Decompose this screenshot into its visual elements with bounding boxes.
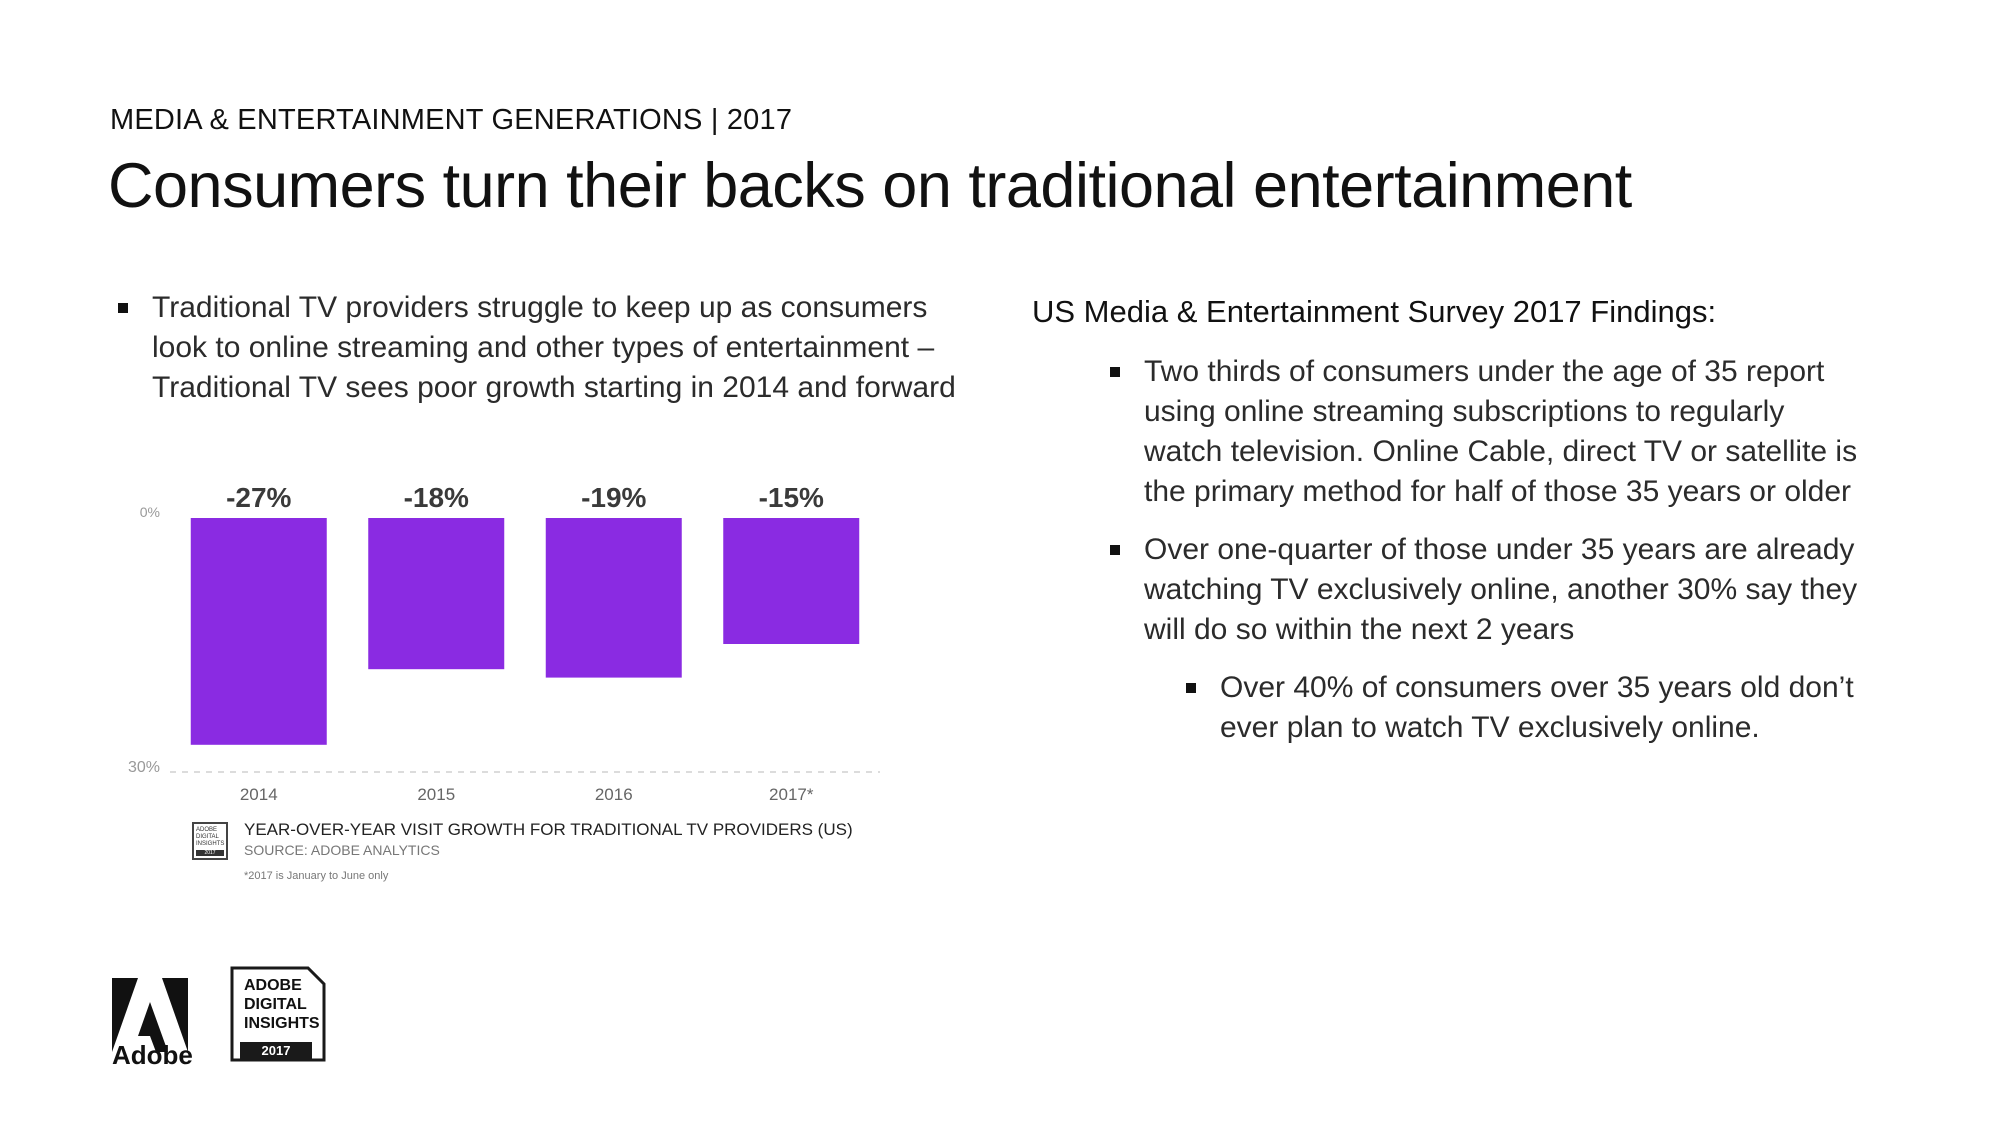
bar [368, 518, 505, 670]
x-tick-label: 2014 [240, 785, 278, 804]
findings-heading: US Media & Entertainment Survey 2017 Fin… [1032, 294, 1717, 329]
sub-findings-list: Over 40% of consumers over 35 years old … [1186, 668, 1870, 748]
bar [723, 518, 860, 644]
adi-mini-year: 2017 [196, 850, 224, 856]
adi-badge-text: ADOBE DIGITAL INSIGHTS [244, 976, 320, 1033]
x-tick-label: 2017* [769, 785, 814, 804]
adi-badge-year: 2017 [240, 1042, 312, 1060]
adobe-wordmark: Adobe [112, 1040, 193, 1070]
adi-mini-line: ADOBE [196, 827, 218, 833]
left-bullet-list: Traditional TV providers struggle to kee… [110, 288, 970, 408]
findings-list: Two thirds of consumers under the age of… [1110, 352, 1870, 766]
finding-bullet-text: Over one-quarter of those under 35 years… [1144, 533, 1858, 646]
bar-data-label: -15% [759, 482, 824, 513]
left-bullet: Traditional TV providers struggle to kee… [110, 288, 970, 408]
adi-line: INSIGHTS [244, 1015, 320, 1032]
bar [190, 518, 327, 745]
y-tick-label: 0% [140, 504, 160, 520]
adi-mini-line: INSIGHTS [196, 841, 225, 847]
bar-chart-svg: 0% 30% -27% 2014 -18% 2015 -19% 2016 -15% 2017* [128, 482, 880, 804]
y-tick-label: 30% [128, 759, 160, 776]
x-tick-label: 2016 [595, 785, 633, 804]
section-kicker: MEDIA & ENTERTAINMENT GENERATIONS | 2017 [110, 104, 793, 136]
bar-data-label: -18% [404, 482, 469, 513]
adi-line: DIGITAL [244, 996, 307, 1013]
chart-title: YEAR-OVER-YEAR VISIT GROWTH FOR TRADITIO… [244, 820, 853, 839]
adi-mini-badge: ADOBE DIGITAL INSIGHTS 2017 [192, 822, 228, 860]
adi-line: ADOBE [244, 977, 302, 994]
bar-data-label: -27% [226, 482, 291, 513]
adobe-logo-icon [112, 978, 188, 1052]
finding-bullet-with-sub: Over one-quarter of those under 35 years… [1110, 530, 1870, 748]
bar-data-label: -19% [581, 482, 646, 513]
sub-finding-bullet: Over 40% of consumers over 35 years old … [1186, 668, 1870, 748]
page-title: Consumers turn their backs on traditiona… [108, 151, 1632, 221]
adi-mini-line: DIGITAL [196, 834, 219, 840]
chart-note: *2017 is January to June only [244, 870, 389, 882]
chart-source: SOURCE: ADOBE ANALYTICS [244, 842, 440, 858]
bar [545, 518, 682, 678]
finding-bullet: Two thirds of consumers under the age of… [1110, 352, 1870, 512]
bar-chart: 0% 30% -27% 2014 -18% 2015 -19% 2016 -15% 2017* [110, 470, 910, 810]
adobe-digital-insights-badge-icon [230, 966, 326, 1062]
x-tick-label: 2015 [417, 785, 455, 804]
